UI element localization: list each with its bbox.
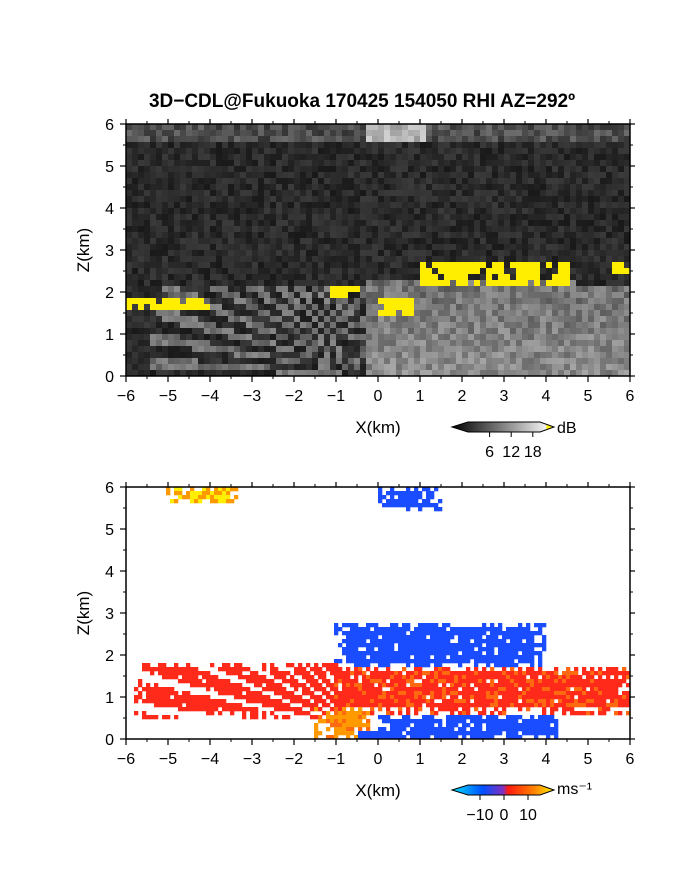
backscatter-xtick-label: 1 <box>416 388 425 405</box>
backscatter-xtick-label: −6 <box>117 388 135 405</box>
backscatter-xtick-label: −3 <box>243 388 261 405</box>
velocity-xtick-label: −5 <box>159 751 177 768</box>
backscatter-ytick-label: 5 <box>105 159 114 176</box>
velocity-xtick-label: 0 <box>374 751 383 768</box>
velocity-field <box>126 487 630 739</box>
colorbar-gray-bar <box>450 421 556 433</box>
backscatter-colorbar-tick-label: 12 <box>502 444 520 461</box>
figure-title: 3D−CDL@Fukuoka 170425 154050 RHI AZ=292º <box>149 91 575 112</box>
velocity-colorbar-tick-label: 0 <box>500 807 509 824</box>
velocity-axes: −6 −5 −4 −3 −2 −1 0 1 2 3 4 5 6 0 1 2 3 4 5 6 <box>105 480 635 768</box>
velocity-xtick-label: 4 <box>542 751 551 768</box>
backscatter-colorbar-tick-label: 18 <box>524 444 542 461</box>
velocity-xtick-label: −1 <box>327 751 345 768</box>
backscatter-axes: −6 −5 −4 −3 −2 −1 0 1 2 3 4 5 6 0 1 2 3 4 5 6 <box>105 117 635 405</box>
velocity-xtick-label: 5 <box>584 751 593 768</box>
backscatter-ytick-label: 6 <box>105 117 114 134</box>
velocity-xtick-label: 3 <box>500 751 509 768</box>
velocity-colorbar: ms⁻¹ −10 0 10 <box>450 781 592 824</box>
backscatter-colorbar-tick-label: 6 <box>485 444 494 461</box>
backscatter-ytick-label: 1 <box>105 327 114 344</box>
backscatter-xlabel: X(km) <box>355 418 400 437</box>
velocity-colorbar-tick-label: 10 <box>519 807 537 824</box>
backscatter-ylabel: Z(km) <box>74 228 93 272</box>
colorbar-unit-db: dB <box>557 420 577 437</box>
backscatter-field <box>126 124 630 376</box>
velocity-xtick-label: −2 <box>285 751 303 768</box>
velocity-ytick-label: 5 <box>105 522 114 539</box>
colorbar-velocity-bar <box>450 784 556 796</box>
colorbar-unit-ms: ms⁻¹ <box>557 781 592 798</box>
velocity-ytick-label: 4 <box>105 564 114 581</box>
velocity-xtick-label: −4 <box>201 751 219 768</box>
velocity-ylabel: Z(km) <box>74 591 93 635</box>
backscatter-ytick-label: 2 <box>105 285 114 302</box>
velocity-ytick-label: 6 <box>105 480 114 497</box>
backscatter-xtick-label: −2 <box>285 388 303 405</box>
velocity-colorbar-tick-label: −10 <box>466 807 493 824</box>
backscatter-xtick-label: 4 <box>542 388 551 405</box>
velocity-ytick-label: 0 <box>105 732 114 749</box>
backscatter-xtick-label: −1 <box>327 388 345 405</box>
velocity-ytick-label: 2 <box>105 648 114 665</box>
backscatter-xtick-label: −4 <box>201 388 219 405</box>
backscatter-ytick-label: 3 <box>105 243 114 260</box>
backscatter-xtick-label: 6 <box>626 388 635 405</box>
velocity-xtick-label: 6 <box>626 751 635 768</box>
velocity-xtick-label: 1 <box>416 751 425 768</box>
velocity-xtick-label: −3 <box>243 751 261 768</box>
backscatter-xtick-label: 3 <box>500 388 509 405</box>
velocity-xlabel: X(km) <box>355 781 400 800</box>
backscatter-ytick-label: 4 <box>105 201 114 218</box>
backscatter-xtick-label: 5 <box>584 388 593 405</box>
backscatter-ytick-label: 0 <box>105 369 114 386</box>
backscatter-colorbar: dB 6 12 18 <box>450 420 577 461</box>
velocity-xtick-label: 2 <box>458 751 467 768</box>
backscatter-xtick-label: −5 <box>159 388 177 405</box>
backscatter-xtick-label: 0 <box>374 388 383 405</box>
backscatter-xtick-label: 2 <box>458 388 467 405</box>
velocity-xtick-label: −6 <box>117 751 135 768</box>
velocity-ytick-label: 1 <box>105 690 114 707</box>
velocity-ytick-label: 3 <box>105 606 114 623</box>
